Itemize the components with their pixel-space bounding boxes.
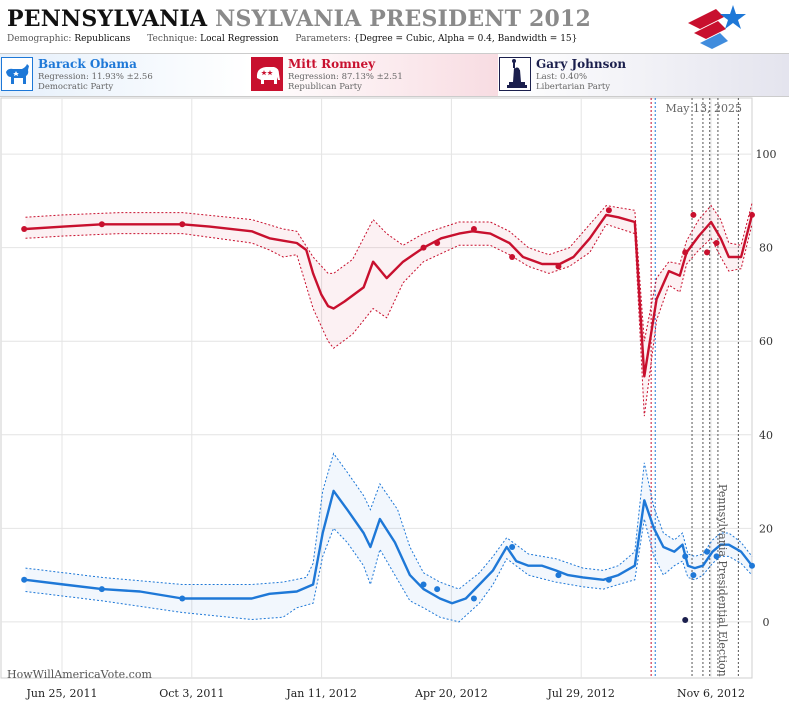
- page-title: PENNSYLVANIA NSYLVANIA PRESIDENT 2012: [7, 6, 591, 32]
- poll-point: [98, 221, 105, 228]
- poll-regression-chart: 0 20 40 60 80 100 Jun 25, 2011 Oct 3, 2011 Jan 1…: [0, 97, 777, 700]
- elephant-icon: [251, 57, 283, 91]
- x-tick-label: Oct 3, 2011: [159, 687, 224, 700]
- candidate-name: Gary Johnson: [536, 57, 627, 71]
- technique-value: Local Regression: [200, 34, 279, 44]
- date-annotation: May 13, 2025: [665, 102, 742, 115]
- candidate-stat: Regression: 87.13% ±2.51: [288, 72, 403, 82]
- site-logo-icon[interactable]: [686, 3, 748, 51]
- election-label: Pennsylvania Presidential Election: [716, 484, 729, 677]
- x-tick-label: Jun 25, 2011: [25, 687, 97, 700]
- y-tick-label: 20: [759, 522, 773, 535]
- lower-bound-line: [25, 518, 753, 623]
- candidate-stat: Regression: 11.93% ±2.56: [38, 72, 153, 82]
- poll-point: [509, 544, 516, 551]
- parameters-value: {Degree = Cubic, Alpha = 0.4, Bandwidth …: [353, 34, 578, 44]
- poll-point: [98, 586, 105, 593]
- poll-point: [555, 572, 562, 579]
- poll-point: [704, 548, 711, 555]
- y-tick-label: 100: [756, 148, 777, 161]
- series-gary-johnson: [682, 617, 689, 623]
- regression-line: [24, 489, 754, 605]
- confidence-band: [25, 453, 752, 622]
- x-tick-label: Jan 11, 2012: [285, 687, 357, 700]
- poll-point: [749, 562, 755, 569]
- poll-point: [749, 211, 755, 218]
- candidate-name: Barack Obama: [38, 57, 137, 71]
- series-barack-obama: [21, 452, 755, 623]
- series-mitt-romney: [21, 203, 755, 417]
- poll-point: [713, 553, 720, 560]
- parameters-line: Demographic: Republicans Technique: Loca…: [7, 34, 591, 44]
- x-tick-label: Apr 20, 2012: [414, 687, 488, 700]
- poll-point: [605, 207, 612, 214]
- poll-point: [179, 595, 186, 602]
- y-tick-label: 80: [759, 242, 773, 255]
- poll-point: [420, 581, 427, 588]
- demographic-value: Republicans: [74, 34, 131, 44]
- x-tick-label: Jul 29, 2012: [546, 687, 615, 700]
- candidate-party: Democratic Party: [38, 82, 114, 92]
- poll-point: [179, 221, 186, 228]
- header: PENNSYLVANIA NSYLVANIA PRESIDENT 2012 De…: [0, 0, 789, 52]
- candidate-romney[interactable]: Mitt Romney Regression: 87.13% ±2.51 Rep…: [250, 54, 498, 96]
- poll-point: [434, 586, 441, 593]
- candidate-johnson[interactable]: Gary Johnson Last: 0.40% Libertarian Par…: [498, 54, 789, 96]
- candidate-party: Republican Party: [288, 82, 362, 92]
- plot-frame: [0, 97, 753, 679]
- poll-point: [470, 595, 477, 602]
- chart-area: 0 20 40 60 80 100 Jun 25, 2011 Oct 3, 2011 Jan 1…: [0, 96, 789, 704]
- upper-bound-line: [25, 203, 753, 342]
- poll-point: [605, 576, 612, 583]
- regression-line: [24, 213, 754, 378]
- candidate-party: Libertarian Party: [536, 82, 611, 92]
- poll-point: [434, 240, 441, 246]
- y-tick-label: 0: [763, 616, 770, 629]
- y-tick-label: 40: [759, 429, 773, 442]
- poll-point: [713, 240, 720, 246]
- poll-point: [704, 249, 711, 256]
- poll-point: [682, 617, 689, 623]
- poll-point: [420, 244, 427, 251]
- watermark: HowWillAmericaVote.com: [7, 668, 152, 681]
- title-race: NSYLVANIA PRESIDENT 2012: [215, 6, 592, 32]
- poll-point: [509, 254, 516, 261]
- title-state: PENNSYLVANIA: [7, 6, 208, 32]
- confidence-band: [25, 203, 752, 417]
- poll-point: [690, 572, 697, 579]
- poll-point: [21, 576, 28, 583]
- x-tick-label: Nov 6, 2012: [677, 687, 745, 700]
- demographic-label: Demographic:: [7, 34, 72, 44]
- poll-point: [682, 553, 689, 560]
- poll-point: [470, 225, 477, 232]
- candidate-stat: Last: 0.40%: [536, 72, 588, 82]
- parameters-label: Parameters:: [295, 34, 351, 44]
- donkey-icon: [1, 57, 33, 91]
- candidate-name: Mitt Romney: [288, 57, 376, 71]
- statue-of-liberty-icon: [499, 57, 531, 91]
- poll-point: [682, 249, 689, 256]
- poll-point: [690, 211, 697, 218]
- candidate-bar: Barack Obama Regression: 11.93% ±2.56 De…: [0, 53, 789, 97]
- poll-point: [21, 225, 28, 232]
- candidate-obama[interactable]: Barack Obama Regression: 11.93% ±2.56 De…: [0, 54, 250, 96]
- technique-label: Technique:: [147, 34, 198, 44]
- poll-point: [555, 263, 562, 270]
- y-tick-label: 60: [759, 335, 773, 348]
